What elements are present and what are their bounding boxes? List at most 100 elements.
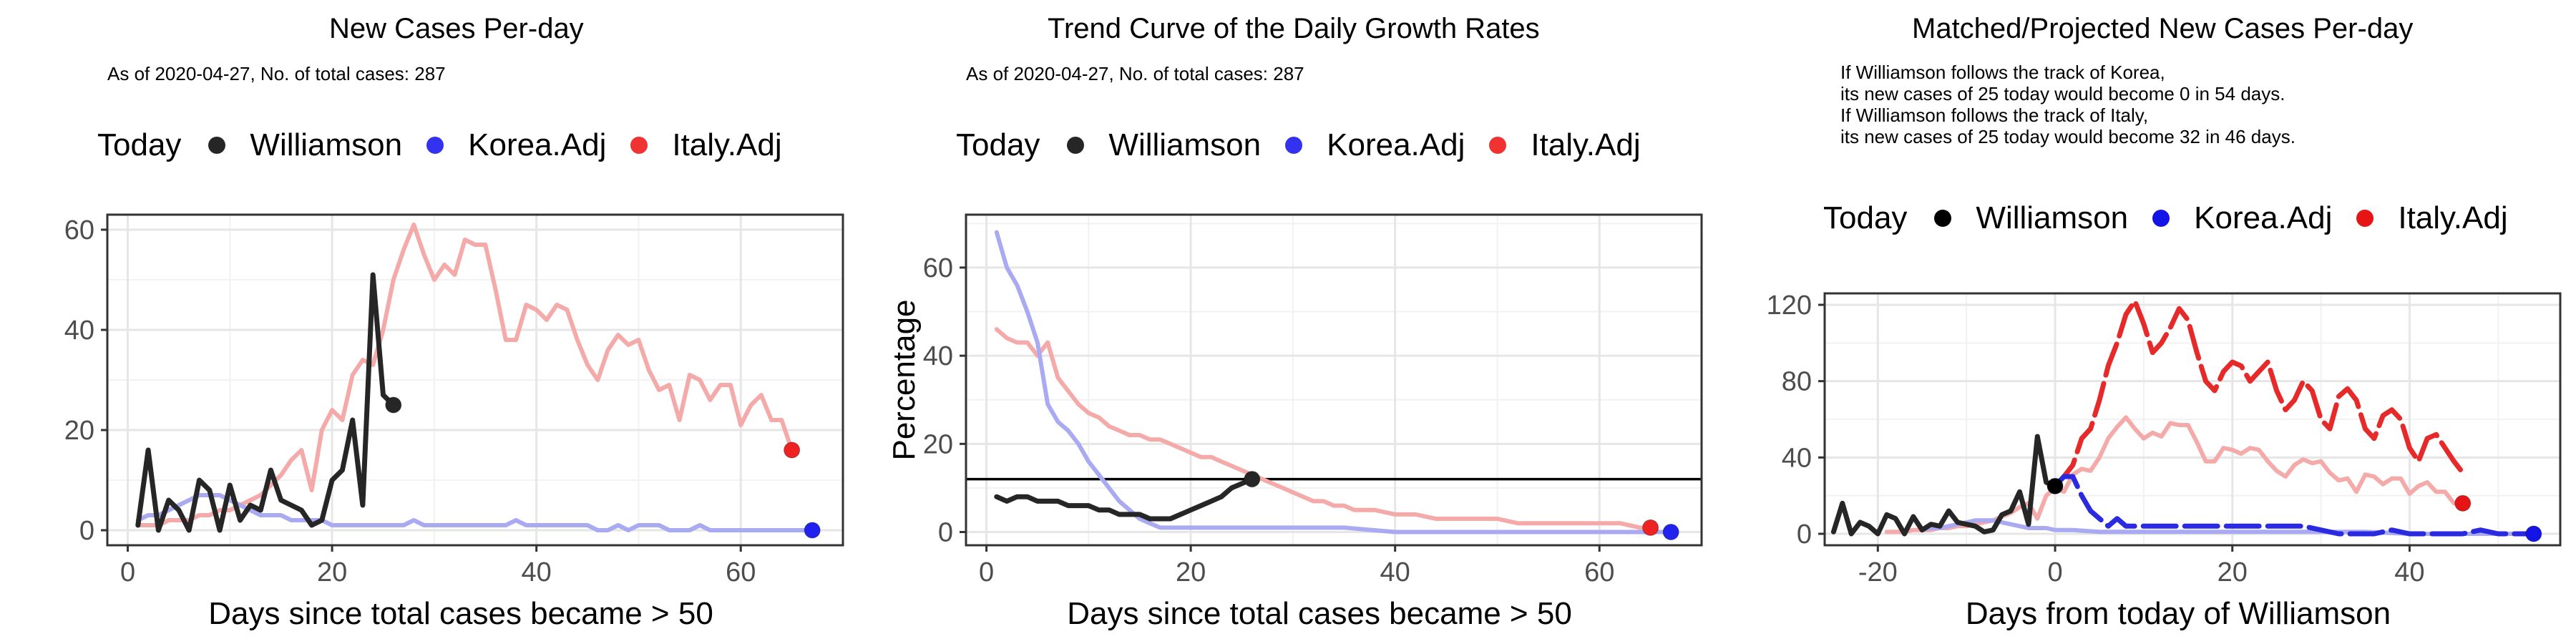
y-tick-label: 60: [923, 253, 953, 283]
legend-dot: [2152, 210, 2170, 227]
legend-item-italy: Italy.Adj: [1489, 127, 1641, 163]
x-tick-label: 40: [1380, 557, 1410, 587]
plot-background: [966, 215, 1702, 545]
plot-border: [1823, 292, 2562, 547]
subtitle-line: its new cases of 25 today would become 0…: [1840, 83, 2285, 104]
legend-item-williamson: Williamson: [1067, 127, 1261, 163]
series-line-williamson: [135, 272, 396, 533]
subtitle-line: its new cases of 25 today would become 3…: [1840, 126, 2296, 147]
series-line-italy-adj: [2052, 298, 2466, 489]
legend-label: Williamson: [250, 127, 403, 162]
chart-subtitle: If Williamson follows the track of Korea…: [1840, 62, 2296, 147]
x-axis-title: Days since total cases became > 50: [208, 596, 713, 631]
legend-dot: [1934, 210, 1952, 227]
today-point-williamson: [1244, 471, 1261, 488]
chart-title: Trend Curve of the Daily Growth Rates: [1048, 13, 1540, 44]
legend-label: Korea.Adj: [468, 127, 607, 162]
x-tick-label: 60: [1584, 557, 1614, 587]
series-line-williamson: [1830, 434, 2058, 537]
legend: Today Williamson Korea.Adj Italy.Adj: [97, 127, 806, 163]
x-tick-label: 40: [522, 557, 552, 587]
series-line-italy-adj: [135, 223, 794, 527]
x-tick-label: 0: [979, 557, 994, 587]
panel-new-cases: New Cases Per-day As of 2020-04-27, No. …: [0, 0, 859, 644]
series-line-korea-adj: [135, 493, 815, 532]
series-line-korea-adj: [994, 230, 1674, 535]
panel-projected: Matched/Projected New Cases Per-day If W…: [1717, 0, 2576, 644]
y-tick-label: 20: [64, 416, 94, 446]
y-tick-label: 40: [923, 341, 953, 371]
legend-item-williamson: Williamson: [208, 127, 402, 163]
y-axis-title: Percentage: [887, 299, 922, 460]
subtitle-line: If Williamson follows the track of Korea…: [1840, 62, 2165, 83]
x-axis-title: Days since total cases became > 50: [1067, 596, 1572, 631]
y-tick-label: 60: [64, 215, 94, 245]
series-line-williamson: [994, 477, 1255, 522]
today-point-korea-adj: [1662, 524, 1679, 541]
legend-dot: [208, 137, 226, 154]
legend-title: Today: [1823, 200, 1908, 235]
y-tick-label: 120: [1767, 291, 1812, 321]
legend-item-korea: Korea.Adj: [426, 127, 606, 163]
chart-growth-rates: 0 20 40 60 0 20 40 60 Days since total cases bec…: [887, 213, 1703, 631]
series-line-korea-adj: [2052, 474, 2537, 537]
legend-dot: [426, 137, 444, 154]
chart-new-cases: 0 20 40 60 0 20 40 60 Days since total cases bec…: [64, 213, 844, 631]
today-point-italy-adj: [1642, 519, 1659, 536]
chart-subtitle: As of 2020-04-27, No. of total cases: 28…: [966, 63, 1304, 84]
legend-dot: [630, 137, 648, 154]
legend-item-italy: Italy.Adj: [2356, 200, 2508, 236]
x-tick-label: 20: [2218, 557, 2248, 587]
x-tick-label: 60: [726, 557, 756, 587]
legend-dot: [1285, 137, 1303, 154]
chart-subtitle: As of 2020-04-27, No. of total cases: 28…: [107, 63, 446, 84]
legend-item-italy: Italy.Adj: [630, 127, 782, 163]
chart-projected: -20 0 20 40 0 40 80 120 Days from today of Willi…: [1767, 291, 2562, 631]
today-point-williamson: [385, 396, 402, 414]
legend-item-korea: Korea.Adj: [2152, 200, 2332, 236]
y-tick-label: 0: [938, 518, 953, 548]
y-tick-label: 80: [1782, 367, 1812, 397]
legend-label: Italy.Adj: [2398, 200, 2508, 235]
today-point-italy-adj: [784, 441, 801, 459]
legend-dot: [2356, 210, 2374, 227]
legend-item-williamson: Williamson: [1934, 200, 2128, 236]
y-tick-label: 0: [1797, 519, 1812, 550]
x-tick-label: 20: [317, 557, 347, 587]
legend-title: Today: [97, 127, 182, 162]
plot-border: [106, 213, 844, 547]
x-tick-label: 0: [2047, 557, 2062, 587]
series-line-italy-adj-faded: [1884, 415, 2465, 535]
x-axis-title: Days from today of Williamson: [1966, 596, 2391, 631]
legend-title: Today: [956, 127, 1040, 162]
today-point-williamson: [2046, 477, 2064, 494]
legend-item-korea: Korea.Adj: [1285, 127, 1465, 163]
legend: Today Williamson Korea.Adj Italy.Adj: [1823, 200, 2532, 236]
today-point-italy-adj: [2454, 494, 2472, 512]
legend-label: Italy.Adj: [1531, 127, 1641, 162]
x-tick-label: 20: [1176, 557, 1206, 587]
x-tick-label: 40: [2394, 557, 2424, 587]
legend-label: Williamson: [1976, 200, 2129, 235]
legend-label: Italy.Adj: [672, 127, 782, 162]
legend: Today Williamson Korea.Adj Italy.Adj: [956, 127, 1665, 163]
legend-label: Williamson: [1108, 127, 1262, 162]
y-tick-label: 40: [1782, 443, 1812, 473]
x-tick-label: -20: [1858, 557, 1898, 587]
today-point-korea-adj: [804, 522, 821, 539]
legend-dot: [1067, 137, 1085, 154]
chart-title: New Cases Per-day: [329, 13, 584, 44]
legend-label: Korea.Adj: [2194, 200, 2333, 235]
legend-label: Korea.Adj: [1327, 127, 1465, 162]
grid: [966, 215, 1702, 545]
y-tick-label: 40: [64, 316, 94, 346]
legend-dot: [1489, 137, 1507, 154]
today-point-korea-adj: [2525, 525, 2542, 542]
y-tick-label: 20: [923, 429, 953, 459]
x-tick-label: 0: [120, 557, 135, 587]
plot-border: [965, 213, 1703, 547]
subtitle-line: If Williamson follows the track of Italy…: [1840, 104, 2149, 126]
chart-title: Matched/Projected New Cases Per-day: [1912, 13, 2414, 44]
panel-growth-rates: Trend Curve of the Daily Growth Rates As…: [859, 0, 1717, 644]
y-tick-label: 0: [79, 516, 94, 546]
